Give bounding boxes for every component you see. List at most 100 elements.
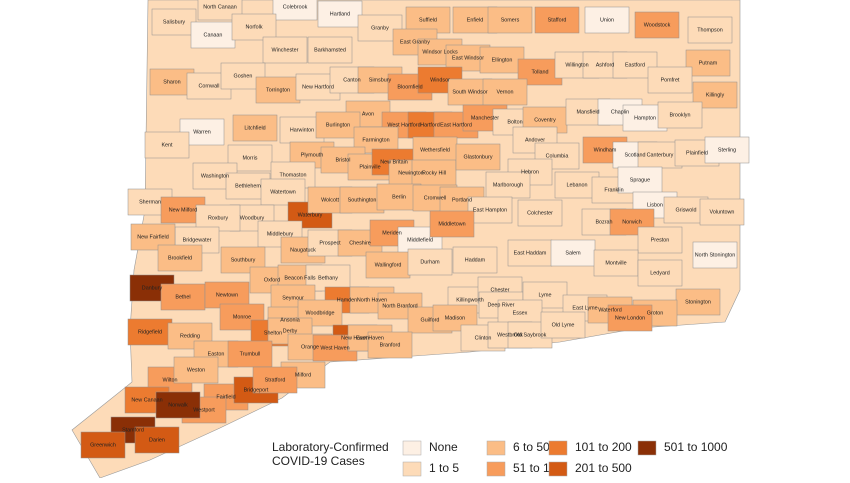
town-label: Brooklyn xyxy=(670,112,691,118)
town-label: Guilford xyxy=(421,317,440,323)
town-label: Newington xyxy=(398,170,423,176)
town-label: Bethany xyxy=(318,275,338,281)
town-label: Norfolk xyxy=(245,24,262,30)
town-area xyxy=(405,6,451,34)
town-label: Meriden xyxy=(382,230,401,236)
town-label: Preston xyxy=(651,237,670,243)
town-area xyxy=(255,76,301,104)
town-label: Old Saybrook xyxy=(514,332,547,338)
town-area xyxy=(497,299,543,327)
town-label: Bozrah xyxy=(595,219,612,225)
town-label: Suffield xyxy=(419,17,437,23)
town-label: Wallingford xyxy=(375,262,402,268)
town-label: West Hartford xyxy=(387,122,420,128)
town-area xyxy=(554,171,600,199)
town-labels: North Canaan Colebrook Hartland Granby Suffi… xyxy=(90,4,736,448)
town-label: Farmington xyxy=(362,137,389,143)
town-label: Woodbury xyxy=(240,215,265,221)
town-label: Salem xyxy=(565,250,581,256)
town-label: East Lyme xyxy=(572,305,597,311)
town-area xyxy=(317,0,363,28)
legend-label: None xyxy=(429,440,458,454)
town-label: Plainville xyxy=(359,164,380,170)
legend-swatch xyxy=(486,440,506,456)
towns xyxy=(80,0,750,459)
town-area xyxy=(637,259,683,287)
town-label: Killingly xyxy=(706,92,725,98)
town-label: Pomfret xyxy=(661,77,680,83)
legend-swatch xyxy=(548,440,568,456)
town-area xyxy=(487,6,533,34)
town-area xyxy=(657,101,703,129)
legend-swatch xyxy=(548,461,568,477)
town-label: Cornwall xyxy=(199,83,220,89)
town-area xyxy=(197,0,243,21)
town-area xyxy=(467,196,513,224)
town-label: Orange xyxy=(301,344,319,350)
town-label: Shelton xyxy=(264,330,282,336)
town-area xyxy=(485,171,531,199)
town-label: North Haven xyxy=(357,297,387,303)
town-label: Greenwich xyxy=(90,442,116,448)
legend-title: COVID-19 Cases xyxy=(272,454,365,468)
town-area xyxy=(80,431,126,459)
town-label: Stafford xyxy=(548,17,567,23)
town-label: Andover xyxy=(525,137,545,143)
town-area xyxy=(482,78,528,106)
town-area xyxy=(232,114,278,142)
town-area xyxy=(144,131,190,159)
town-label: New Britain xyxy=(380,159,408,165)
town-label: Scotland xyxy=(625,152,646,158)
town-label: North Branford xyxy=(382,303,417,309)
town-label: Hebron xyxy=(521,169,539,175)
town-area xyxy=(315,111,361,139)
town-label: Plainfield xyxy=(686,150,708,156)
town-area xyxy=(687,16,733,44)
town-label: East Windsor xyxy=(452,55,484,61)
town-area xyxy=(157,244,203,272)
town-label: Kent xyxy=(161,142,173,148)
town-label: Burlington xyxy=(326,122,350,128)
town-label: Warren xyxy=(193,129,210,135)
town-area xyxy=(367,331,413,359)
town-label: Branford xyxy=(380,342,401,348)
town-label: Colebrook xyxy=(283,4,308,10)
town-label: Middlefield xyxy=(407,237,433,243)
town-label: Enfield xyxy=(467,17,483,23)
town-area xyxy=(307,36,353,64)
town-label: Waterford xyxy=(598,307,621,313)
legend-label: 101 to 200 xyxy=(575,440,632,454)
town-area xyxy=(195,204,241,232)
town-label: Stratford xyxy=(265,377,286,383)
town-label: Prospect xyxy=(319,240,341,246)
town-label: Middlebury xyxy=(267,231,294,237)
town-label: Somers xyxy=(501,17,520,23)
town-label: Roxbury xyxy=(208,215,228,221)
town-label: Oxford xyxy=(264,277,280,283)
town-area xyxy=(252,366,298,394)
town-label: Stonington xyxy=(685,299,711,305)
town-label: Washington xyxy=(201,173,229,179)
town-label: Berlin xyxy=(392,194,406,200)
town-area xyxy=(685,49,731,77)
town-label: Cromwell xyxy=(424,195,446,201)
town-label: Wethersfield xyxy=(420,147,450,153)
town-label: Southbury xyxy=(231,257,256,263)
town-label: Monroe xyxy=(233,314,251,320)
town-label: Haddam xyxy=(465,257,486,263)
town-label: North Canaan xyxy=(203,4,237,10)
town-label: Putnam xyxy=(699,60,718,66)
town-area xyxy=(479,46,525,74)
town-area xyxy=(155,391,201,419)
town-label: Bethel xyxy=(175,294,190,300)
town-label: Glastonbury xyxy=(463,154,492,160)
town-label: Eastford xyxy=(625,62,645,68)
town-label: Hampton xyxy=(634,115,656,121)
town-label: Woodstock xyxy=(644,22,671,28)
town-area xyxy=(452,246,498,274)
town-label: Ridgefield xyxy=(138,329,162,335)
town-label: Bethlehem xyxy=(235,183,261,189)
town-label: Naugatuck xyxy=(290,247,316,253)
town-label: Mansfield xyxy=(576,109,599,115)
